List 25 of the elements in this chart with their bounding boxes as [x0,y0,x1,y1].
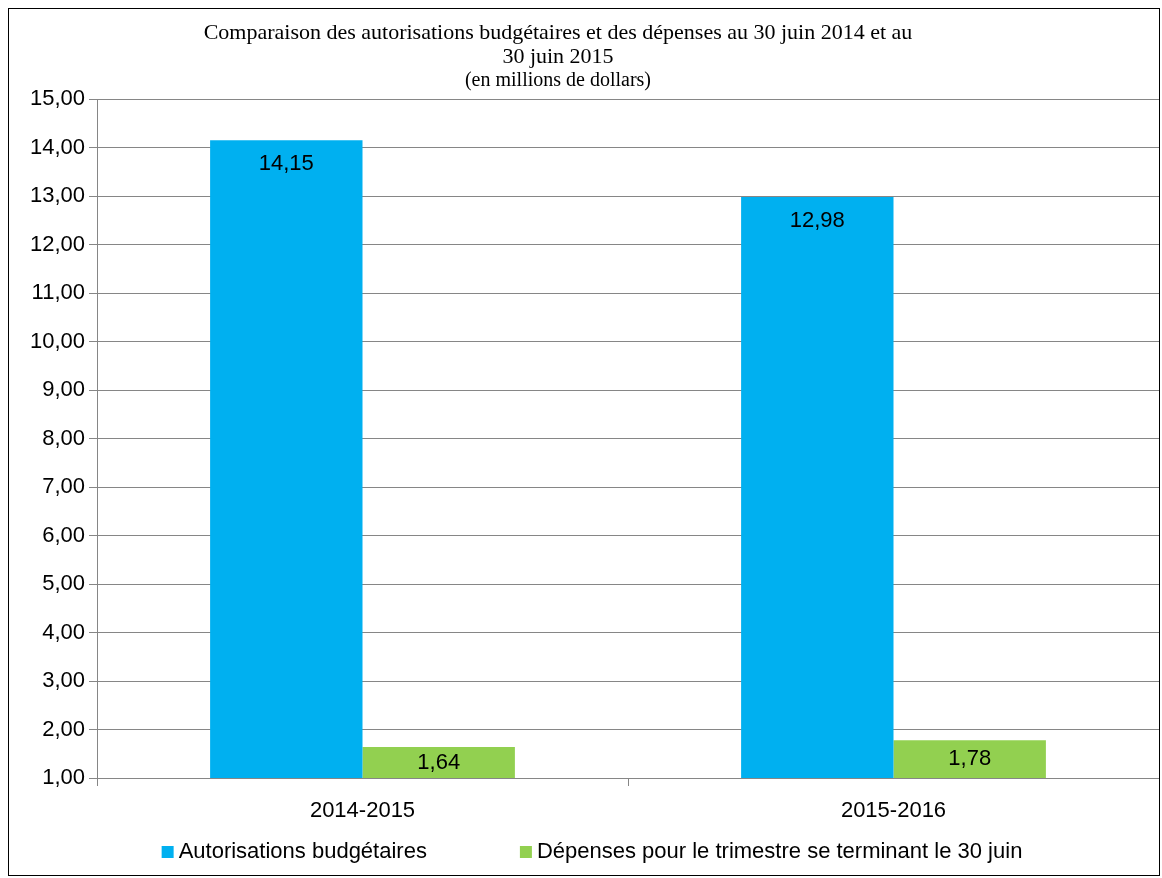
y-tick-label: 3,00 [42,667,85,693]
y-tick-label: 1,00 [42,764,85,790]
y-tick-label: 2,00 [42,715,85,741]
y-tick-label: 4,00 [42,618,85,644]
y-tick-label: 8,00 [42,424,85,450]
legend-label: Dépenses pour le trimestre se terminant le 30 juin [536,838,1023,864]
data-label: 14,15 [258,150,314,176]
y-tick-label: 10,00 [29,327,85,353]
y-tick-label: 7,00 [42,473,85,499]
x-tick-label: 2015-2016 [840,797,947,823]
y-tick-label: 14,00 [29,133,85,159]
x-tick-label: 2014-2015 [309,797,416,823]
y-tick-label: 15,00 [29,85,85,111]
chart-subtitle: (en millions de dollars) [464,68,652,90]
data-label: 1,78 [948,745,992,771]
y-tick-label: 11,00 [31,279,85,305]
chart-title: Comparaison des autorisations budgétaires et des dépenses au 30 juin 2014 et au 30 juin 2015 [202,19,914,68]
legend-label: Autorisations budgétaires [178,838,427,864]
data-label: 12,98 [789,207,845,233]
y-tick-label: 12,00 [29,230,85,256]
y-tick-label: 13,00 [29,182,85,208]
data-label: 1,64 [417,748,461,774]
y-tick-label: 9,00 [42,376,85,402]
y-tick-label: 5,00 [42,570,85,596]
y-tick-label: 6,00 [42,521,85,547]
